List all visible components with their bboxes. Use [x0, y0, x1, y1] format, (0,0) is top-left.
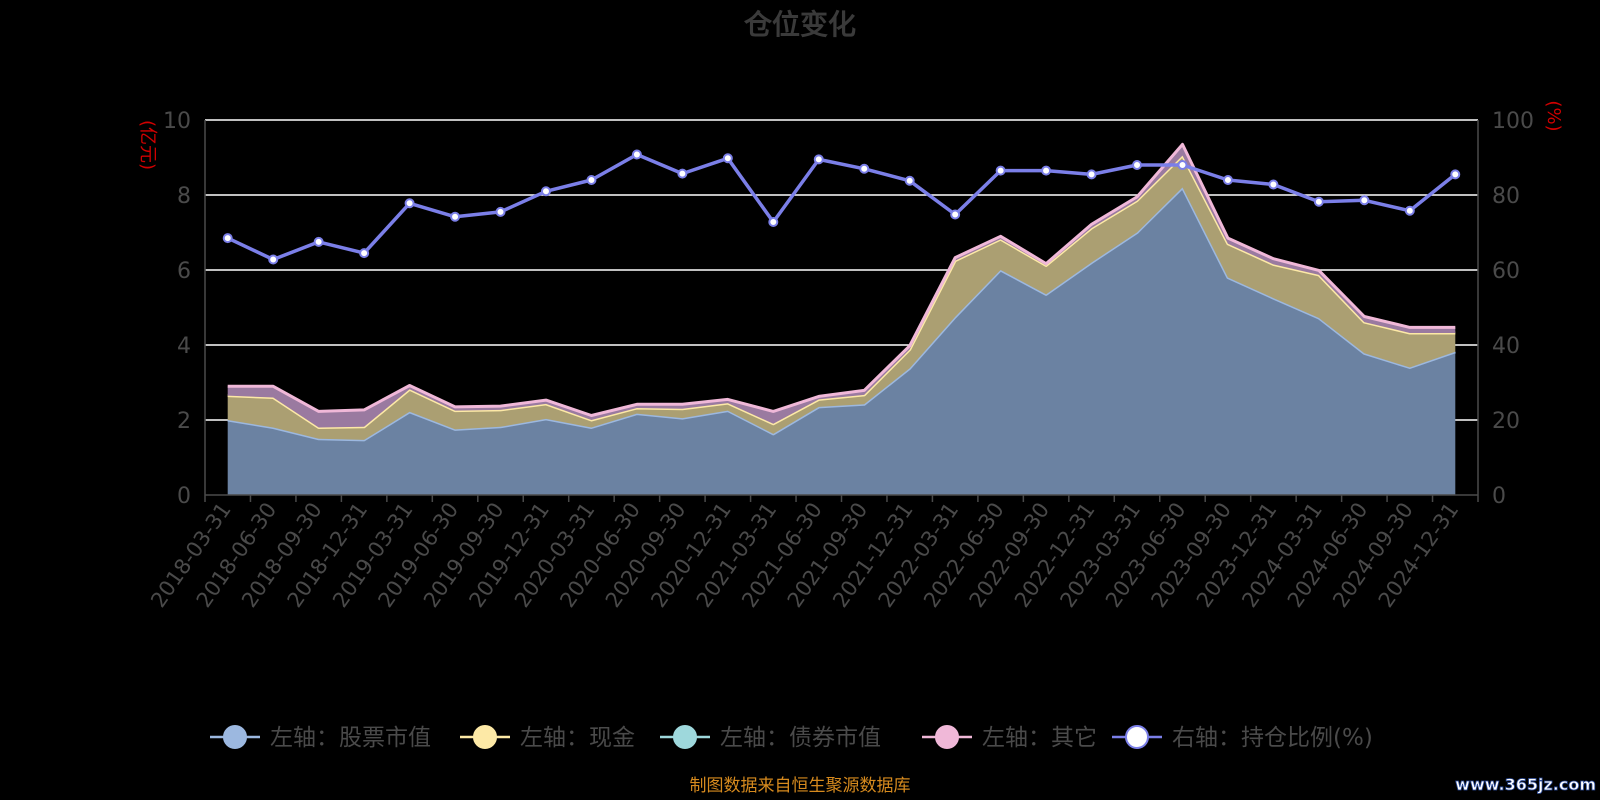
- legend-label-4: 右轴：持仓比例(%): [1172, 725, 1373, 751]
- ratio-point: [450, 211, 461, 222]
- axes: [204, 120, 1479, 502]
- ratio-point: [313, 236, 324, 247]
- ratio-point: [1450, 169, 1461, 180]
- legend-marker-3: [935, 725, 959, 749]
- right-axis-tick-label: 0: [1492, 484, 1506, 509]
- legend-label-2: 左轴：债券市值: [720, 725, 881, 751]
- right-axis-tick-label: 80: [1492, 184, 1520, 209]
- left-axis-ticks: 0 2 4 6 8 10: [163, 109, 191, 509]
- ratio-point: [995, 165, 1006, 176]
- legend-marker-1: [473, 725, 497, 749]
- ratio-point: [222, 233, 233, 244]
- chart-title: 仓位变化: [744, 8, 856, 41]
- ratio-point: [722, 153, 733, 164]
- ratio-point: [677, 168, 688, 179]
- ratio-point: [813, 154, 824, 165]
- ratio-point: [1404, 205, 1415, 216]
- ratio-point: [1359, 195, 1370, 206]
- ratio-point: [768, 217, 779, 227]
- ratio-line-path: [226, 152, 1457, 262]
- legend: 左轴：股票市值 左轴：现金 左轴：债券市值 左轴：其它 右轴：持仓比例(%): [210, 725, 1373, 751]
- watermark: www.365jz.com: [1455, 775, 1596, 794]
- ratio-point: [631, 149, 642, 160]
- left-axis-tick-label: 10: [163, 109, 191, 134]
- right-axis-tick-label: 40: [1492, 334, 1520, 359]
- left-axis-tick-label: 2: [177, 409, 191, 434]
- ratio-point: [268, 254, 279, 265]
- ratio-point: [359, 248, 370, 259]
- right-axis-unit: (%): [1543, 100, 1564, 131]
- ratio-line-series: [222, 149, 1461, 265]
- right-axis-tick-label: 20: [1492, 409, 1520, 434]
- ratio-point: [404, 198, 415, 209]
- ratio-point: [904, 175, 915, 186]
- right-axis-ticks: 0 20 40 60 80 100: [1492, 109, 1534, 509]
- area-series: [227, 142, 1456, 495]
- legend-marker-0: [223, 725, 247, 749]
- ratio-point: [950, 209, 961, 220]
- ratio-point: [1132, 160, 1143, 170]
- ratio-point: [540, 186, 551, 197]
- legend-label-0: 左轴：股票市值: [270, 725, 431, 751]
- ratio-point: [1268, 179, 1279, 190]
- left-axis-unit: (亿元): [137, 120, 158, 170]
- ratio-point: [586, 175, 597, 185]
- ratio-point: [1177, 160, 1188, 170]
- area-fill-0: [227, 187, 1456, 495]
- ratio-point: [1313, 196, 1324, 207]
- legend-marker-2: [673, 725, 697, 749]
- left-axis-tick-label: 4: [177, 334, 191, 359]
- legend-label-1: 左轴：现金: [520, 725, 635, 751]
- ratio-point: [1041, 165, 1052, 176]
- ratio-point: [859, 163, 870, 174]
- left-axis-tick-label: 6: [177, 259, 191, 284]
- ratio-point: [1222, 175, 1233, 185]
- right-axis-tick-label: 100: [1492, 109, 1534, 134]
- legend-marker-4: [1125, 725, 1149, 749]
- x-axis-ticks: 2018-03-312018-06-302018-09-302018-12-31…: [146, 498, 1463, 612]
- area-line-3: [227, 142, 1456, 417]
- legend-label-3: 左轴：其它: [982, 725, 1097, 751]
- right-axis-tick-label: 60: [1492, 259, 1520, 284]
- ratio-point: [1086, 169, 1097, 180]
- left-axis-tick-label: 8: [177, 184, 191, 209]
- ratio-point: [495, 206, 506, 217]
- left-axis-tick-label: 0: [177, 484, 191, 509]
- footer-note: 制图数据来自恒生聚源数据库: [690, 776, 911, 796]
